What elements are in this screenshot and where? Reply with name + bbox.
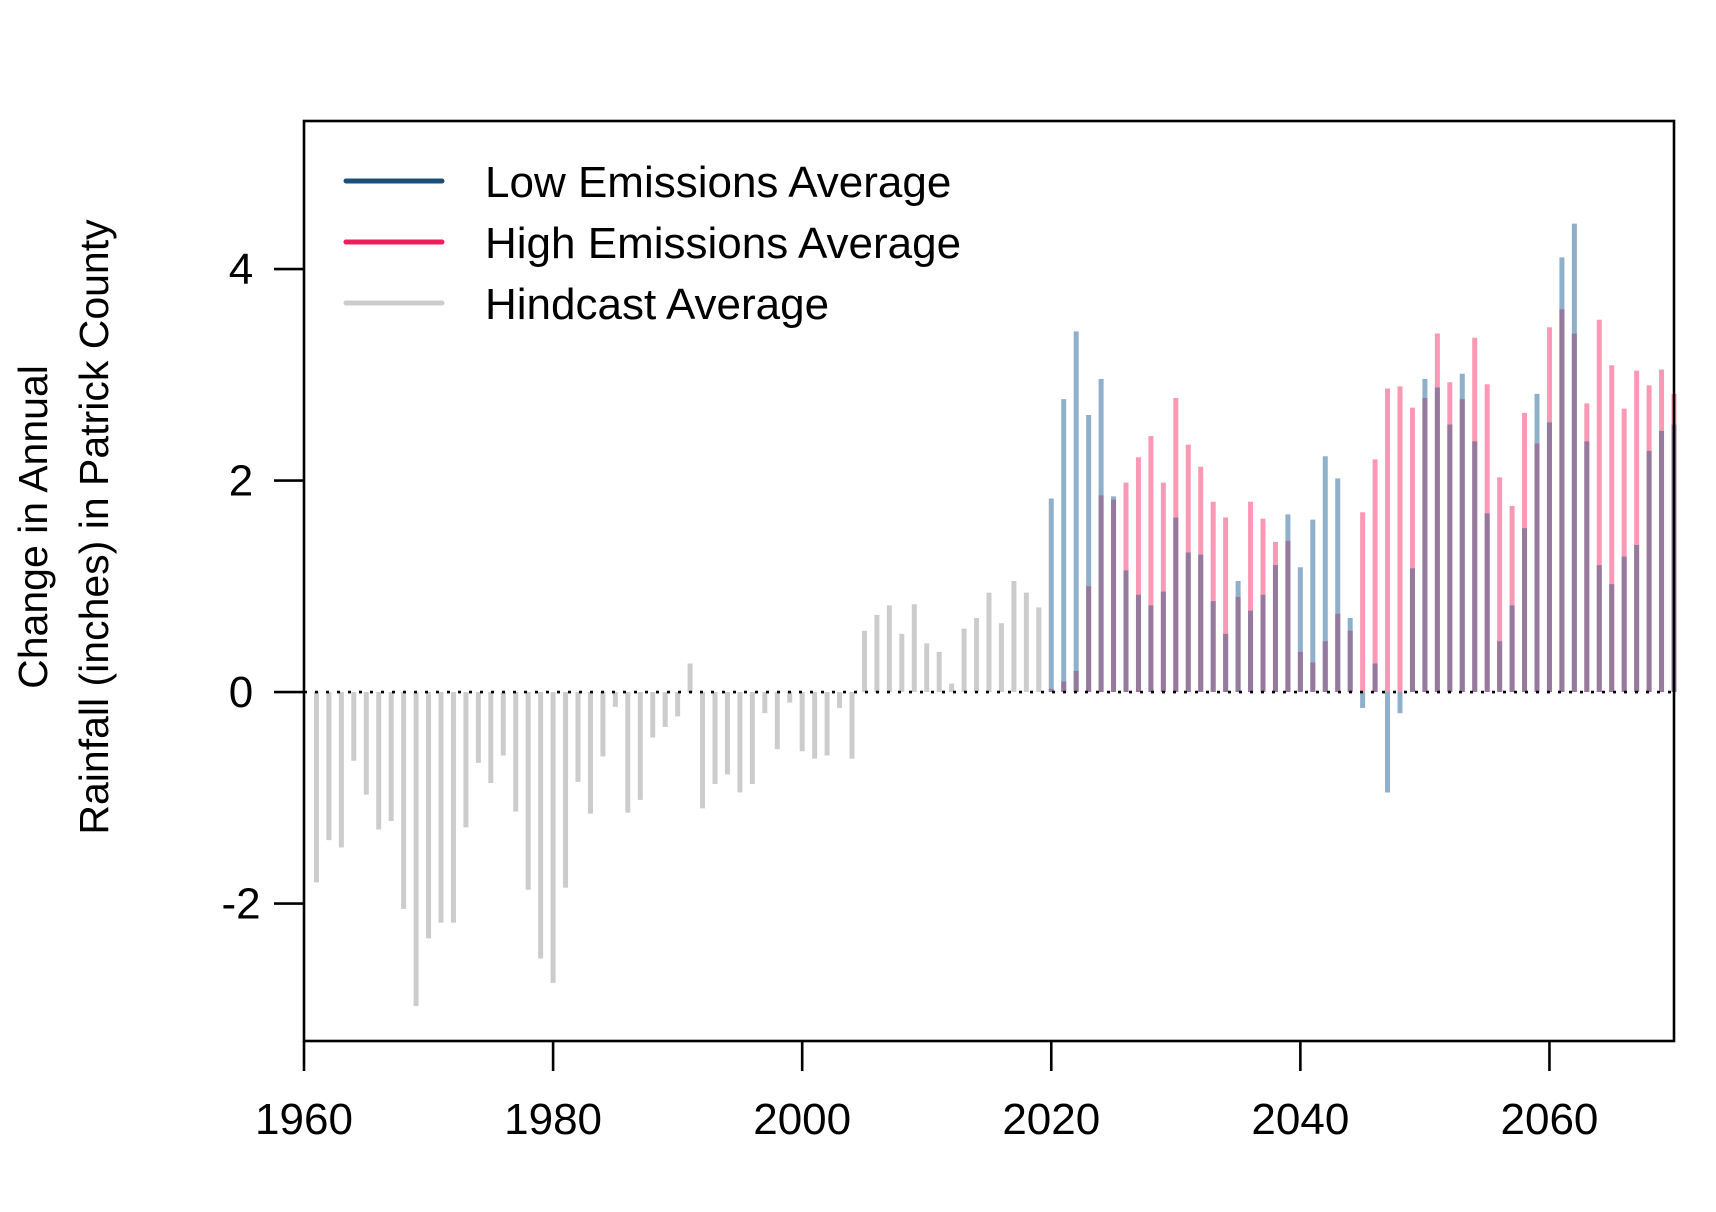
bars-layer [313,223,1677,1007]
x-tick-label: 1980 [504,1095,602,1144]
x-tick-label: 2060 [1501,1095,1599,1144]
plot-frame [302,119,1676,1043]
legend-label-high: High Emissions Average [485,219,961,268]
x-tick-label: 2020 [1002,1095,1100,1144]
legend-label-hindcast: Hindcast Average [485,280,829,329]
legend: Low Emissions Average High Emissions Ave… [343,158,961,329]
y-tick-label: 0 [229,668,253,717]
y-tick-label: -2 [221,880,260,929]
y-axis: -2 0 2 4 [221,245,304,929]
x-tick-label: 1960 [255,1095,353,1144]
x-tick-label: 2040 [1251,1095,1349,1144]
y-axis-label-line-1: Change in Annual [10,365,56,689]
x-tick-label: 2000 [753,1095,851,1144]
y-tick-label: 2 [229,457,253,506]
y-tick-label: 4 [229,245,253,294]
legend-label-low: Low Emissions Average [485,158,951,207]
y-axis-label-line-2: Rainfall (inches) in Patrick County [71,219,117,835]
x-axis: 1960 1980 2000 2020 2040 2060 [255,1041,1598,1144]
